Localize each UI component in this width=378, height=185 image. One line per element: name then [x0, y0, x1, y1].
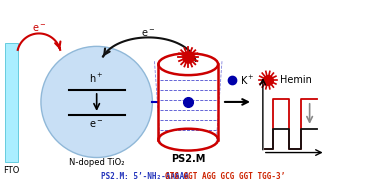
- Text: PS2.M: 5’-NH₂-AAAAA: PS2.M: 5’-NH₂-AAAAA: [101, 172, 193, 181]
- Text: e$^-$: e$^-$: [32, 23, 46, 34]
- Circle shape: [41, 46, 152, 157]
- Text: e$^-$: e$^-$: [90, 119, 104, 130]
- Text: e$^-$: e$^-$: [141, 28, 156, 39]
- Text: K$^+$: K$^+$: [240, 74, 255, 87]
- Text: FTO: FTO: [3, 166, 19, 175]
- Text: N-doped TiO₂: N-doped TiO₂: [69, 158, 124, 167]
- Text: Hemin: Hemin: [280, 75, 311, 85]
- Text: h$^+$: h$^+$: [90, 72, 104, 85]
- Text: PS2.M: PS2.M: [171, 154, 205, 164]
- FancyBboxPatch shape: [5, 43, 18, 162]
- Text: GTG GGT AGG GCG GGT TGG-3’: GTG GGT AGG GCG GGT TGG-3’: [165, 172, 286, 181]
